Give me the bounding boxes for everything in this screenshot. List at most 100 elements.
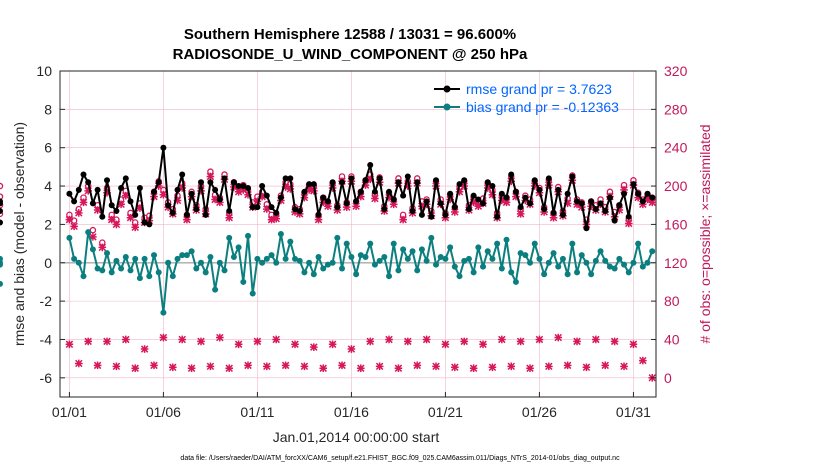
bias-point [386, 273, 393, 280]
rmse-point [0, 200, 3, 207]
rmse-point [113, 207, 120, 214]
rmse-point [212, 186, 219, 193]
obs-assimilated-marker [319, 364, 328, 373]
rmse-point [400, 192, 407, 199]
legend-bias-marker [443, 103, 451, 111]
legend-rmse-label: rmse grand pr = 3.7623 [466, 81, 612, 97]
obs-assimilated-marker [225, 213, 234, 222]
obs-assimilated-marker [225, 364, 234, 373]
obs-assimilated-marker [244, 361, 252, 370]
bias-point [489, 255, 496, 262]
rmse-point [296, 207, 303, 214]
bias-point [75, 259, 82, 266]
rmse-point [630, 181, 637, 188]
obs-possible-marker [0, 210, 4, 218]
bias-point [616, 255, 623, 262]
bias-point [296, 257, 303, 264]
rmse-point [606, 194, 613, 201]
y-tick-label: 2 [44, 216, 52, 232]
rmse-point [169, 209, 176, 216]
obs-assimilated-marker [310, 187, 318, 195]
rmse-point [268, 204, 275, 211]
rmse-point [89, 200, 96, 207]
bias-point [89, 246, 96, 253]
bias-point [174, 255, 181, 262]
bias-point [367, 240, 374, 247]
rmse-point [371, 188, 378, 195]
bias-point [202, 269, 209, 276]
bias-point [588, 271, 595, 278]
bias-point [639, 263, 646, 270]
obs-assimilated-marker [65, 215, 74, 224]
rmse-point [447, 190, 454, 197]
obs-assimilated-marker [404, 182, 412, 190]
obs-assimilated-marker [159, 333, 168, 342]
obs-assimilated-marker [216, 333, 224, 342]
bias-point [99, 267, 106, 274]
y-right-tick-label: 320 [664, 63, 688, 79]
y-right-tick-label: 40 [664, 331, 680, 347]
bias-point [66, 234, 73, 241]
bias-point [193, 265, 200, 272]
bias-point [179, 252, 186, 259]
y-tick-label: 8 [44, 101, 52, 117]
rmse-point [277, 194, 284, 201]
obs-assimilated-marker [535, 335, 544, 344]
obs-assimilated-marker [234, 188, 243, 196]
obs-assimilated-marker [366, 175, 375, 184]
obs-assimilated-marker [159, 190, 168, 199]
obs-assimilated-marker [197, 337, 205, 346]
obs-assimilated-marker [455, 188, 464, 196]
rmse-point [381, 206, 388, 213]
bias-point [569, 240, 576, 247]
bias-point [498, 265, 505, 272]
obs-assimilated-marker [300, 362, 309, 371]
bias-point [451, 263, 458, 270]
obs-assimilated-marker [460, 337, 469, 346]
obs-assimilated-marker [211, 195, 219, 204]
rmse-point [259, 183, 266, 190]
rmse-point [94, 186, 101, 193]
rmse-point [512, 188, 519, 195]
bias-point [310, 271, 317, 278]
rmse-point [578, 200, 585, 207]
obs-assimilated-marker [404, 337, 412, 346]
obs-assimilated-marker [441, 340, 450, 349]
obs-assimilated-marker [84, 337, 93, 346]
obs-assimilated-marker [187, 364, 196, 373]
y-right-tick-label: 0 [664, 370, 672, 386]
rmse-point [183, 211, 190, 218]
rmse-point [235, 183, 242, 190]
bias-point [160, 309, 167, 316]
obs-assimilated-marker [413, 361, 422, 370]
rmse-series [0, 144, 656, 232]
bias-point [94, 265, 101, 272]
legend-bias-label: bias grand pr = -0.12363 [466, 99, 619, 115]
bias-point [550, 250, 557, 257]
rmse-point [353, 198, 360, 205]
obs-assimilated-marker [272, 335, 281, 344]
rmse-point [639, 198, 646, 205]
rmse-point [395, 179, 402, 186]
bias-point [583, 259, 590, 266]
bias-point [437, 254, 444, 261]
obs-assimilated-marker [418, 202, 426, 210]
rmse-point [132, 211, 139, 218]
bias-point [447, 244, 454, 251]
y-tick-label: -6 [40, 370, 53, 386]
rmse-point [136, 184, 143, 191]
obs-assimilated-marker [89, 233, 97, 241]
y-right-tick-label: 80 [664, 293, 680, 309]
rmse-point [245, 184, 252, 191]
rmse-point [310, 181, 317, 188]
rmse-point [522, 194, 529, 201]
rmse-point [71, 198, 78, 205]
obs-assimilated-marker [131, 364, 140, 373]
rmse-point [456, 181, 463, 188]
bias-point [602, 257, 609, 264]
bias-series [0, 229, 656, 316]
y-right-tick-label: 240 [664, 140, 688, 156]
obs-assimilated-marker [634, 193, 642, 202]
rmse-point [207, 179, 214, 186]
